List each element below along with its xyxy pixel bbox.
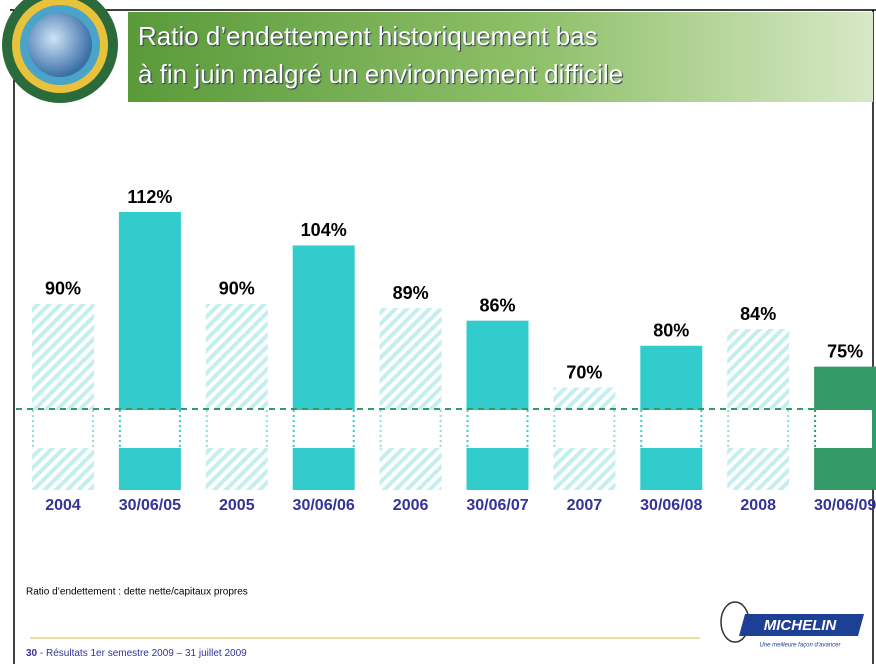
header: Ratio d’endettement historiquement bas à…: [2, 0, 873, 103]
value-label: 80%: [653, 321, 689, 341]
footer: 30 - Résultats 1er semestre 2009 – 31 ju…: [26, 648, 247, 659]
title: à fin juin malgré un environnement diffi…: [138, 59, 623, 89]
page-number: 30: [26, 648, 38, 659]
title: Ratio d’endettement historiquement bas: [138, 21, 598, 51]
footer-text: - Résultats 1er semestre 2009 – 31 juill…: [37, 648, 247, 659]
slide: Ratio d’endettement historiquement bas à…: [0, 0, 876, 664]
bar: [206, 304, 268, 490]
x-tick-label: 2005: [219, 497, 255, 514]
bar: [32, 304, 94, 490]
bar: [293, 245, 355, 490]
value-label: 90%: [45, 279, 81, 299]
value-label: 70%: [566, 362, 602, 382]
bar: [467, 321, 529, 490]
x-tick-label: 2007: [567, 497, 603, 514]
x-tick-label: 30/06/07: [466, 497, 528, 514]
bar: [380, 308, 442, 490]
x-tick-label: 2004: [45, 497, 81, 514]
logo-brand: MICHELIN: [764, 617, 838, 634]
x-tick-label: 2006: [393, 497, 429, 514]
x-tick-label: 30/06/08: [640, 497, 702, 514]
value-label: 112%: [127, 187, 172, 207]
value-label: 90%: [219, 279, 255, 299]
axis-break: [16, 410, 872, 448]
x-tick-label: 30/06/05: [119, 497, 181, 514]
globe: [28, 13, 92, 77]
value-label: 104%: [301, 220, 347, 240]
value-label: 84%: [740, 304, 776, 324]
value-label: 86%: [479, 295, 515, 315]
value-label: 89%: [393, 283, 429, 303]
x-tick-label: 30/06/09: [814, 497, 876, 514]
bar: [119, 212, 181, 490]
value-label: 75%: [827, 341, 863, 361]
logo-tagline: Une meilleure façon d’avancer: [759, 643, 841, 649]
x-tick-label: 2008: [740, 497, 776, 514]
x-tick-label: 30/06/06: [293, 497, 355, 514]
footnote: Ratio d’endettement : dette nette/capita…: [26, 587, 248, 598]
